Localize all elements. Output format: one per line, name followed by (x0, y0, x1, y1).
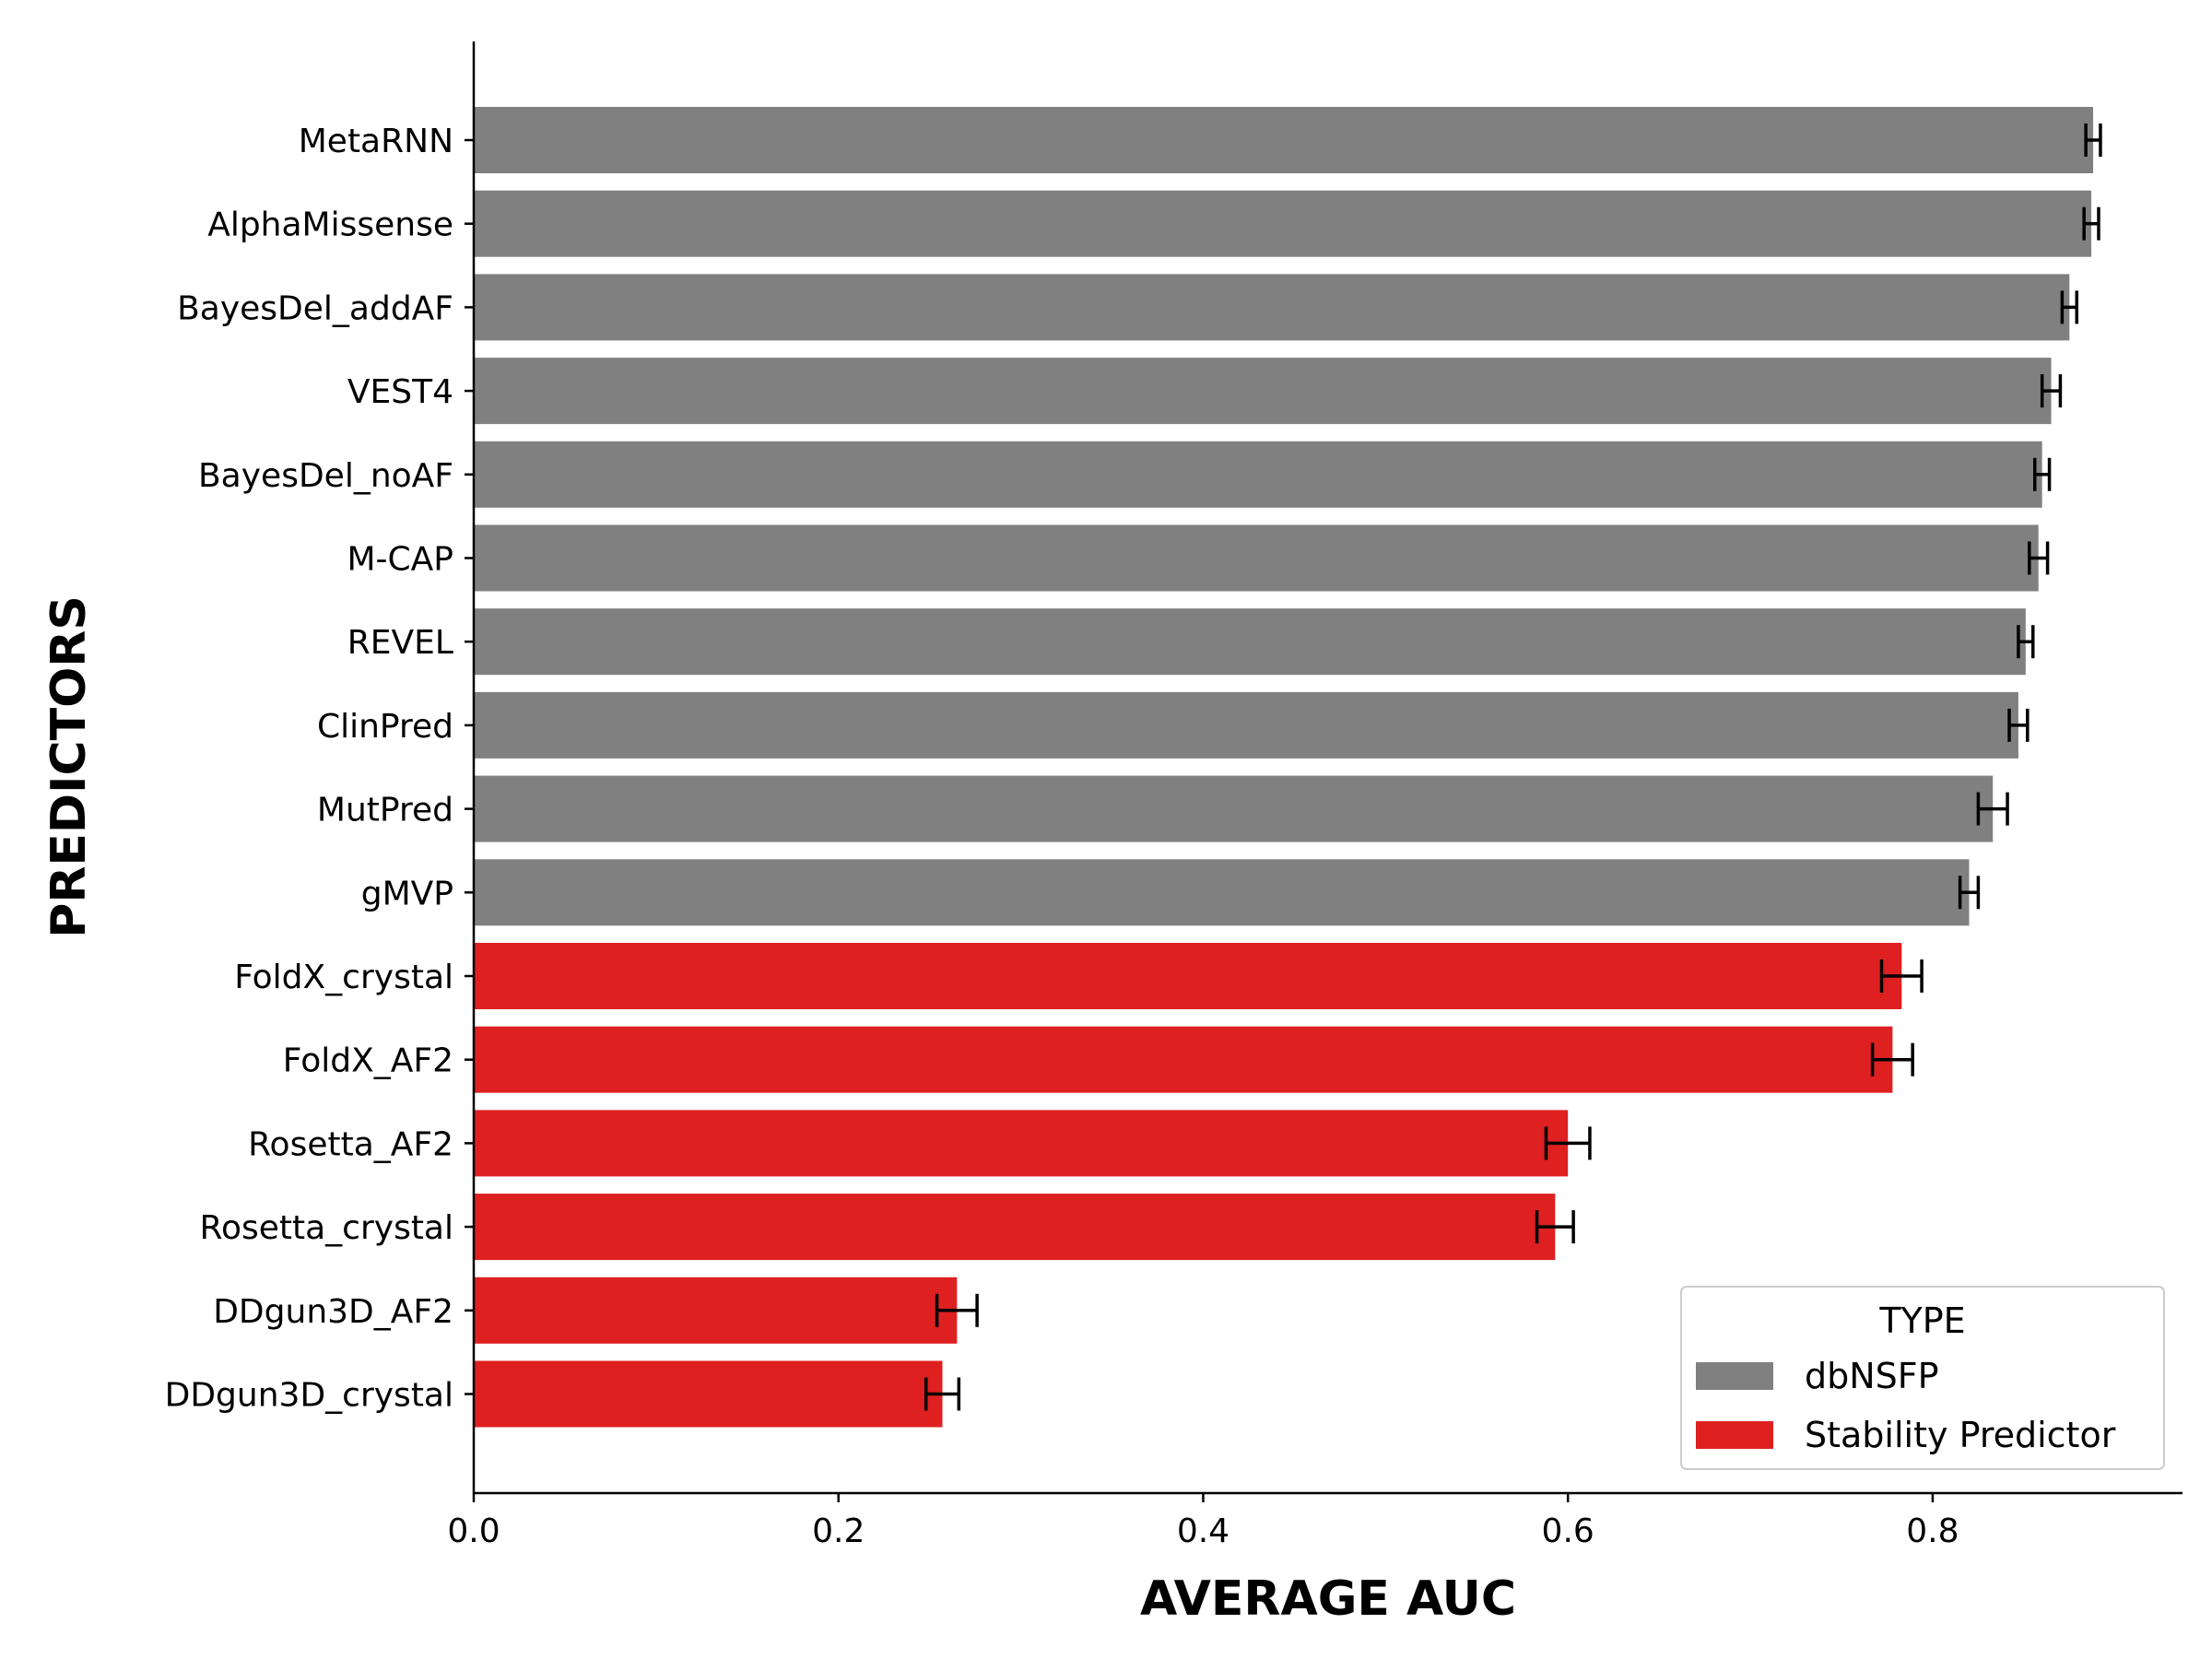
error-bar-m-cap (2028, 541, 2050, 575)
y-axis-title: PREDICTORS (41, 595, 97, 938)
error-bar-rosetta-af2 (1544, 1126, 1592, 1160)
error-bar-mutpred (1976, 792, 2009, 826)
y-tick-label-mutpred: MutPred (317, 792, 453, 830)
y-tick-label-foldx-crystal: FoldX_crystal (234, 959, 453, 996)
y-tick-label-ddgun3d-crystal: DDgun3D_crystal (165, 1377, 453, 1415)
y-tick-label-bayesdel-noaf: BayesDel_noAF (198, 457, 453, 495)
error-bar-foldx-af2 (1870, 1042, 1914, 1077)
error-bar-foldx-crystal (1879, 959, 1924, 993)
error-bar-ddgun3d-af2 (935, 1293, 979, 1327)
bar-vest4 (474, 358, 2052, 425)
legend: TYPE dbNSFP Stability Predictor (1680, 1286, 2165, 1470)
x-tick-label: 0.4 (1177, 1512, 1230, 1550)
error-bar-rosetta-crystal (1535, 1210, 1575, 1244)
error-bar-clinpred (2007, 708, 2030, 742)
x-tick-label: 0.8 (1906, 1512, 1959, 1550)
error-bar-vest4 (2040, 374, 2063, 408)
y-tick-label-alphamissense: AlphaMissense (207, 206, 453, 244)
bar-ddgun3d-crystal (474, 1360, 943, 1428)
bar-ddgun3d-af2 (474, 1277, 958, 1344)
bar-rosetta-crystal (474, 1194, 1556, 1261)
x-tick-label: 0.2 (812, 1512, 865, 1550)
x-tick-label: 0.0 (447, 1512, 500, 1550)
y-tick-label-rosetta-crystal: Rosetta_crystal (200, 1209, 453, 1247)
legend-swatch-dbnsfp (1696, 1362, 1773, 1390)
bar-m-cap (474, 524, 2039, 592)
y-ticks-layer: MetaRNN AlphaMissense BayesDel_addAF VEST4 B… (165, 123, 474, 1415)
y-tick-label-clinpred: ClinPred (317, 708, 453, 746)
y-tick-label-foldx-af2: FoldX_AF2 (283, 1042, 453, 1080)
error-bar-alphamissense (2082, 206, 2100, 241)
error-bar-bayesdel-addaf (2060, 290, 2078, 324)
y-tick-label-ddgun3d-af2: DDgun3D_AF2 (213, 1293, 453, 1331)
bar-alphamissense (474, 190, 2092, 257)
legend-label-stability-predictor: Stability Predictor (1805, 1415, 2116, 1455)
bar-mutpred (474, 775, 1994, 842)
bar-foldx-crystal (474, 943, 1902, 1009)
legend-swatch-stability-predictor (1696, 1421, 1773, 1449)
legend-frame (1680, 1286, 2165, 1470)
x-tick-label: 0.6 (1542, 1512, 1594, 1550)
y-tick-label-m-cap: M-CAP (347, 541, 453, 579)
bars-layer (474, 107, 2094, 1428)
error-bars-layer (924, 124, 2102, 1411)
bar-gmvp (474, 859, 1970, 926)
error-bar-ddgun3d-crystal (924, 1377, 961, 1411)
bar-revel (474, 608, 2026, 676)
y-tick-label-rosetta-af2: Rosetta_AF2 (248, 1125, 453, 1163)
error-bar-revel (2017, 625, 2035, 659)
y-tick-label-gmvp: gMVP (361, 875, 453, 912)
x-ticks-layer: 0.0 0.2 0.4 0.6 0.8 (447, 1493, 1959, 1550)
bar-foldx-af2 (474, 1026, 1893, 1093)
y-tick-label-bayesdel-addaf: BayesDel_addAF (177, 289, 453, 327)
legend-title: TYPE (1878, 1300, 1965, 1341)
y-tick-label-vest4: VEST4 (347, 373, 453, 411)
x-axis-title: AVERAGE AUC (1140, 1571, 1516, 1627)
error-bar-gmvp (1958, 876, 1981, 910)
bar-clinpred (474, 691, 2018, 759)
error-bar-metarnn (2084, 124, 2102, 157)
bar-metarnn (474, 107, 2094, 173)
y-tick-label-metarnn: MetaRNN (299, 123, 453, 160)
bar-rosetta-af2 (474, 1110, 1569, 1177)
bar-bayesdel-noaf (474, 441, 2042, 508)
bar-bayesdel-addaf (474, 274, 2070, 341)
legend-label-dbnsfp: dbNSFP (1805, 1356, 1939, 1396)
error-bar-bayesdel-noaf (2032, 457, 2052, 491)
y-tick-label-revel: REVEL (347, 624, 453, 662)
